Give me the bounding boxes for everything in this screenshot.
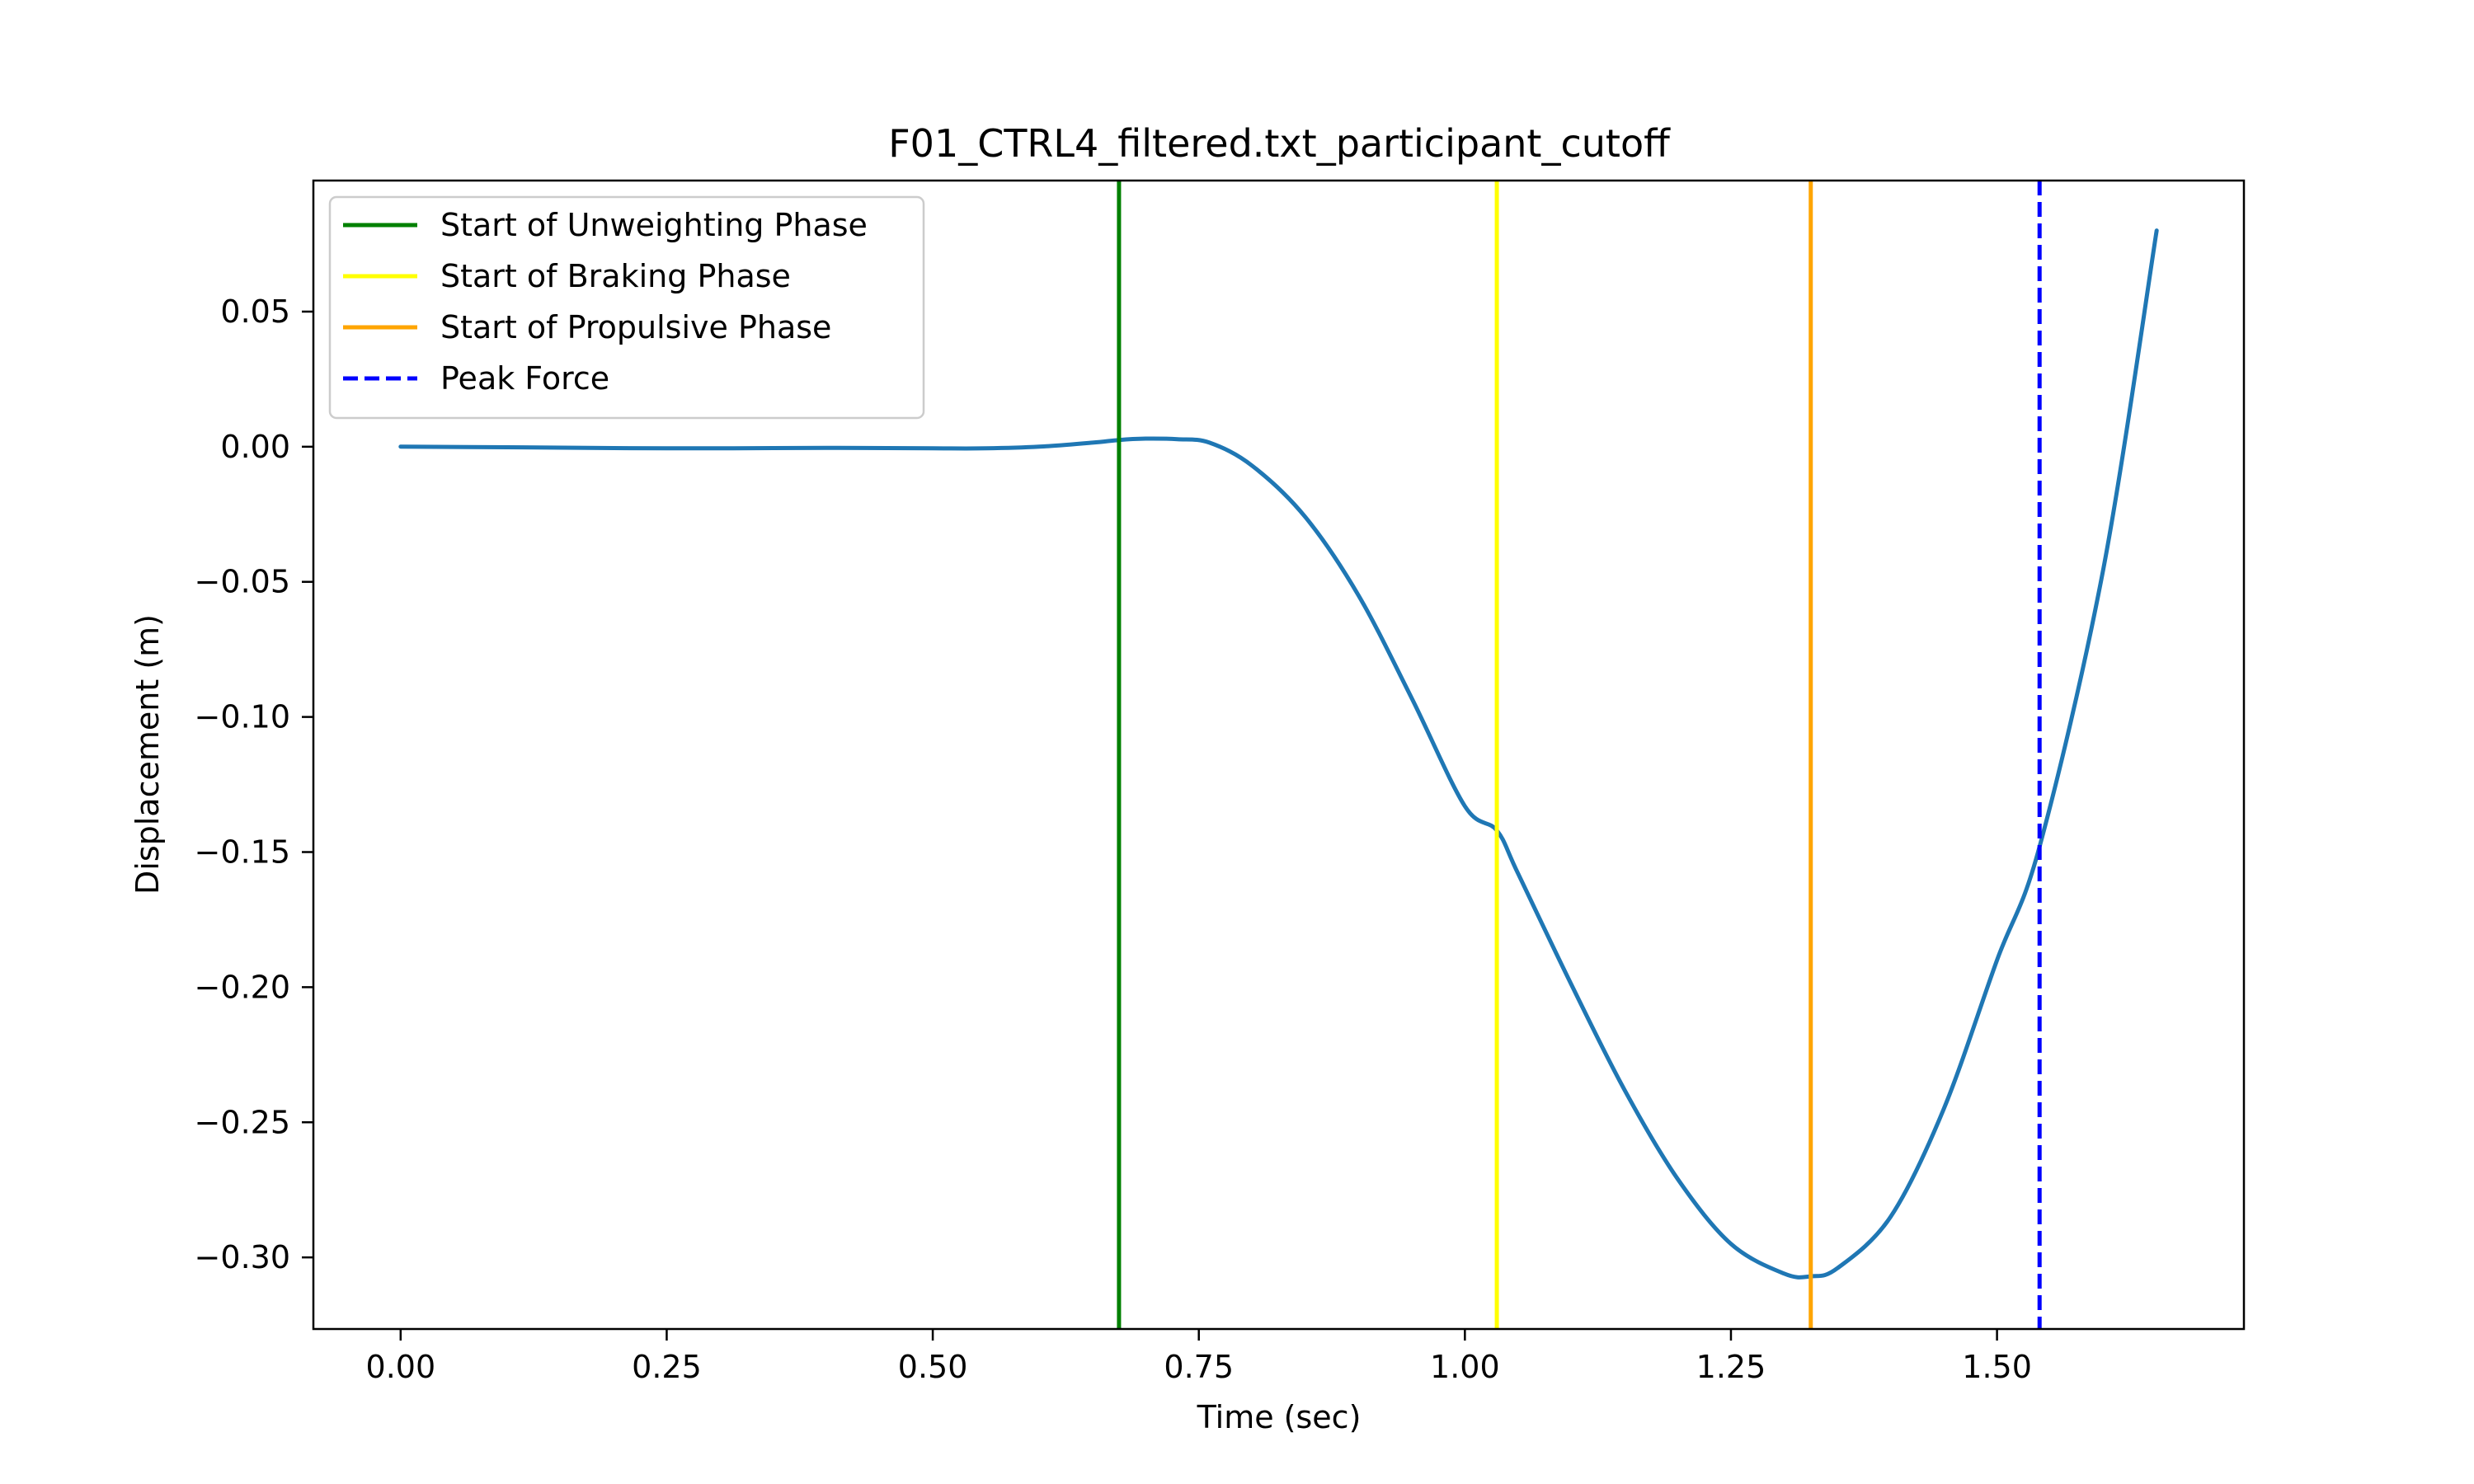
y-tick-label: −0.05 xyxy=(195,564,290,600)
axes-frame xyxy=(312,179,2246,1331)
x-axis-label: Time (sec) xyxy=(1197,1399,1362,1435)
x-tick-label: 1.50 xyxy=(1962,1349,2032,1385)
legend-label-3: Start of Propulsive Phase xyxy=(440,309,831,345)
x-tick-label: 0.25 xyxy=(632,1349,702,1385)
y-tick-label: −0.30 xyxy=(195,1239,290,1275)
legend: Start of Unweighting Phase Start of Braki… xyxy=(328,195,925,420)
x-tick-label: 0.00 xyxy=(366,1349,436,1385)
legend-label-1: Start of Unweighting Phase xyxy=(440,207,868,243)
y-tick-label: −0.20 xyxy=(195,969,290,1005)
legend-box xyxy=(328,195,925,420)
legend-label-2: Start of Braking Phase xyxy=(440,258,791,294)
y-axis-label: Displacement (m) xyxy=(129,614,166,895)
y-tick-label: 0.05 xyxy=(220,294,290,330)
y-tick-label: 0.00 xyxy=(220,429,290,465)
y-tick-label: −0.10 xyxy=(195,699,290,735)
series-line-0 xyxy=(398,228,2159,1280)
y-tick-label: −0.15 xyxy=(195,834,290,870)
x-tick-label: 1.25 xyxy=(1696,1349,1766,1385)
x-tick-label: 1.00 xyxy=(1430,1349,1500,1385)
x-tick-label: 0.75 xyxy=(1164,1349,1234,1385)
plot-area: 0.00 0.25 0.50 0.75 1.00 1.25 1.50 0.05 0.00 −0.0… xyxy=(195,179,2246,1385)
legend-label-4: Peak Force xyxy=(440,360,609,397)
y-tick-label: −0.25 xyxy=(195,1104,290,1140)
x-tick-label: 0.50 xyxy=(898,1349,968,1385)
chart-title: F01_CTRL4_filtered.txt_participant_cutof… xyxy=(888,121,1671,166)
